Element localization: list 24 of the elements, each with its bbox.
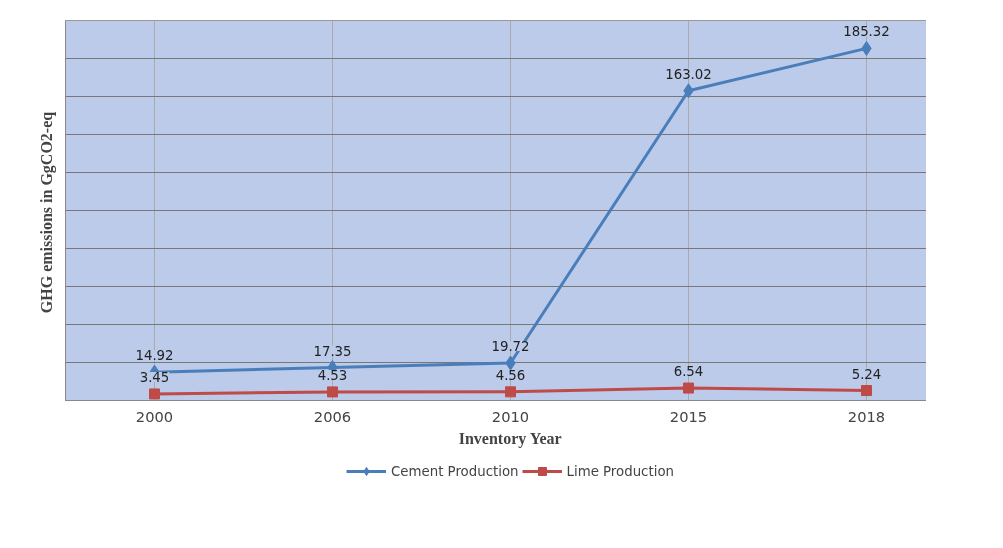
point xyxy=(683,382,694,394)
data-label: 4.53 xyxy=(317,367,348,383)
point xyxy=(861,385,872,397)
data-label: 4.56 xyxy=(495,367,526,383)
data-label: 163.02 xyxy=(665,66,712,82)
data-label: 3.45 xyxy=(139,369,170,385)
point xyxy=(505,386,516,398)
x-tick-label: 2015 xyxy=(669,407,708,425)
x-tick-label: 2010 xyxy=(491,407,530,425)
point xyxy=(327,386,338,398)
point xyxy=(149,388,160,400)
y-axis-title: GHG emissions in GgCO2-eq xyxy=(37,111,56,314)
legend-label: Lime Production xyxy=(566,463,674,479)
x-tick-label: 2018 xyxy=(847,407,886,425)
data-label: 14.92 xyxy=(135,348,174,364)
data-label: 19.72 xyxy=(491,339,530,355)
data-label: 17.35 xyxy=(313,343,352,359)
data-label: 5.24 xyxy=(851,366,882,382)
legend-label: Cement Production xyxy=(391,463,519,479)
x-axis-title: Inventory Year xyxy=(458,429,562,448)
data-label: 6.54 xyxy=(673,364,704,380)
x-tick-label: 2000 xyxy=(135,407,174,425)
x-tick-label: 2006 xyxy=(313,407,352,425)
data-label: 185.32 xyxy=(843,24,890,40)
